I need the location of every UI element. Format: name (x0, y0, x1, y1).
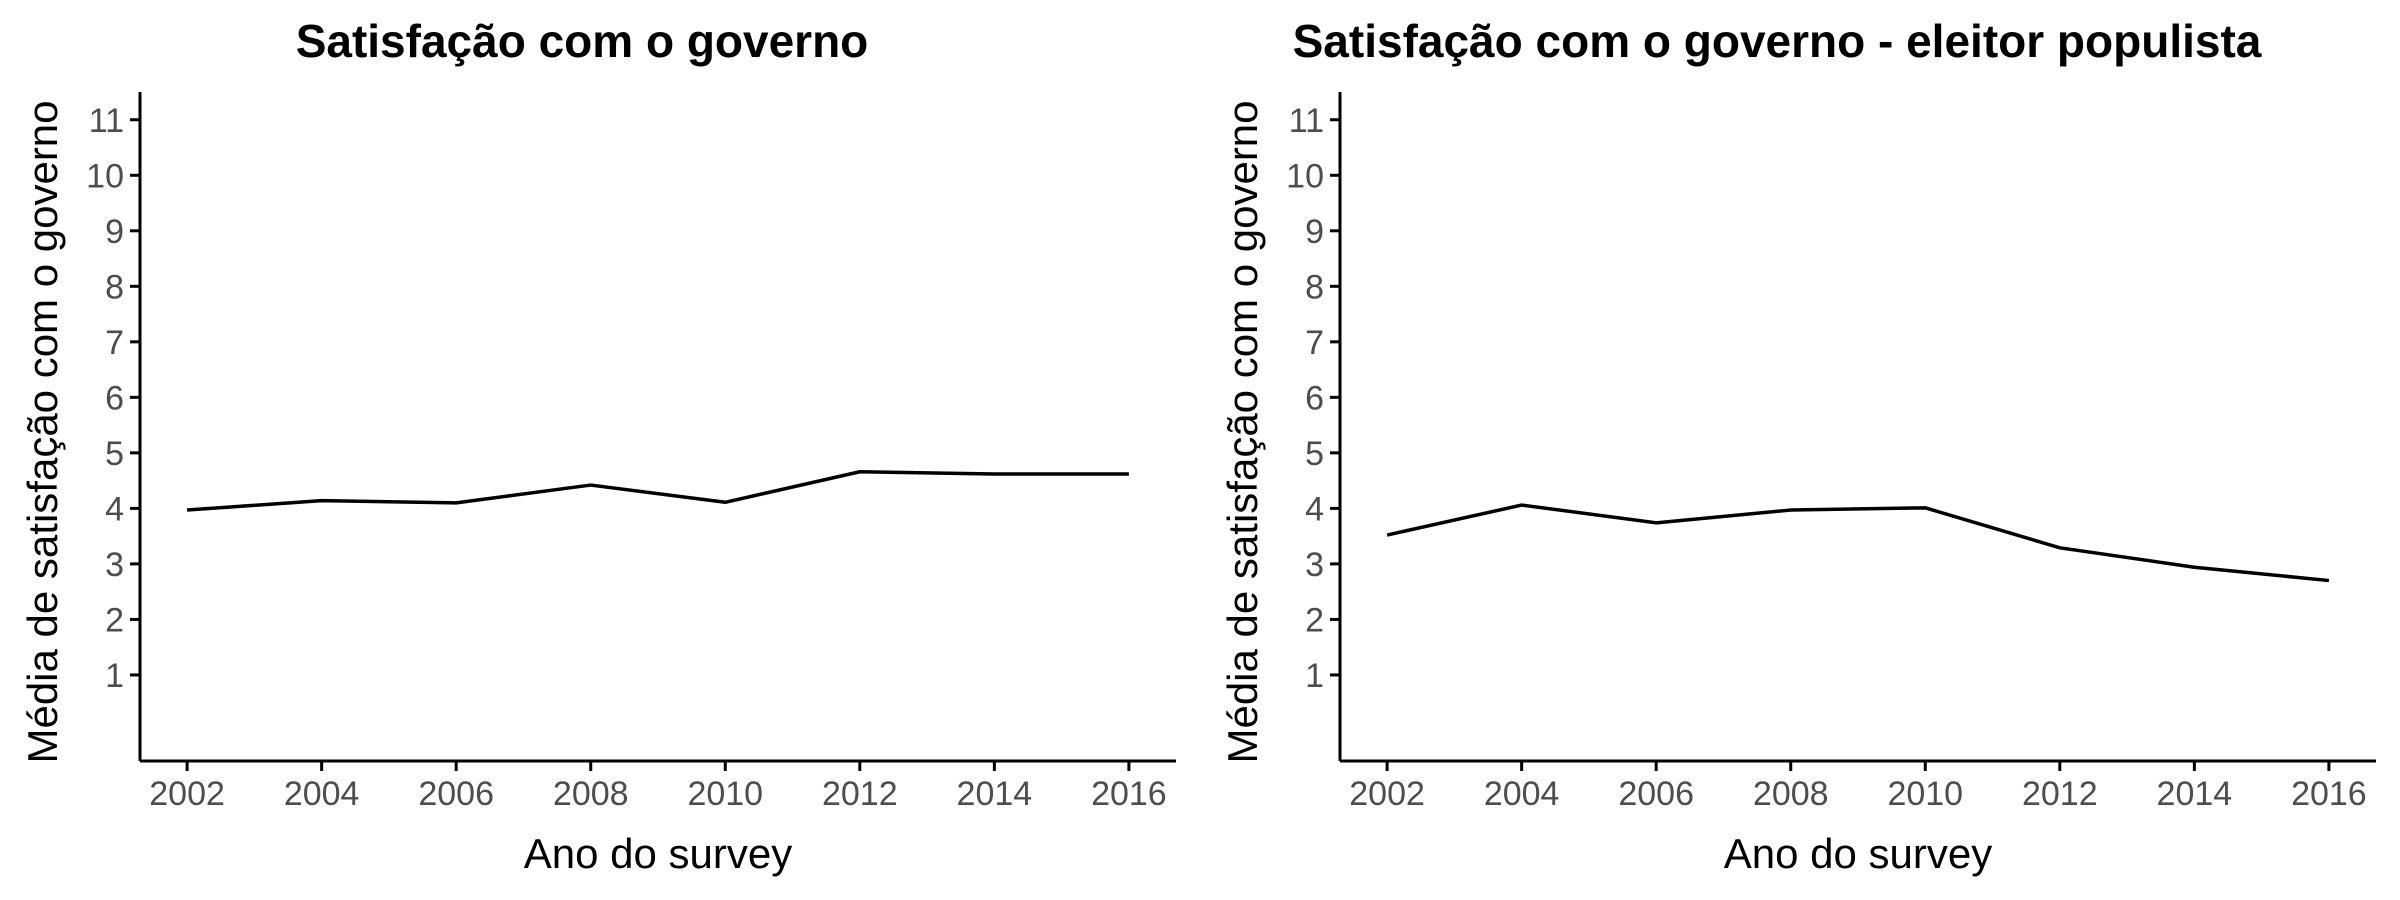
chart-panel-eleitor-populista: Satisfação com o governo - eleitor popul… (1219, 15, 2376, 877)
x-tick-label: 2008 (1753, 775, 1829, 813)
y-tick-label: 9 (105, 213, 124, 251)
x-tick-label: 2012 (2022, 775, 2098, 813)
y-tick-label: 7 (105, 324, 124, 362)
x-tick-label: 2014 (2157, 775, 2233, 813)
y-tick-label: 3 (105, 546, 124, 584)
y-tick-label: 4 (105, 490, 124, 528)
y-tick-label: 11 (89, 102, 124, 140)
series-group (1386, 503, 2330, 583)
y-tick-label: 9 (1305, 213, 1324, 251)
x-axis-title: Ano do survey (524, 830, 793, 877)
chart-panel-satisfacao: Satisfação com o governo Ano do survey M… (19, 15, 1176, 877)
x-tick-label: 2010 (1887, 775, 1963, 813)
series-line (1386, 503, 2330, 583)
y-tick-label: 6 (105, 379, 124, 417)
x-tick-label: 2004 (284, 775, 360, 813)
x-tick-label: 2012 (822, 775, 898, 813)
x-axis-ticks: 2002 2004 2006 2008 2010 2012 2014 2016 (149, 761, 1167, 813)
series-line (186, 469, 1129, 512)
x-tick-label: 2002 (1349, 775, 1425, 813)
y-tick-label: 5 (105, 435, 124, 473)
y-axis-ticks: 1 2 3 4 5 6 7 8 9 10 11 (1286, 102, 1340, 695)
y-tick-label: 1 (105, 657, 124, 695)
y-tick-label: 2 (1305, 601, 1324, 639)
x-tick-label: 2008 (553, 775, 629, 813)
y-tick-label: 7 (1305, 324, 1324, 362)
y-tick-label: 2 (105, 601, 124, 639)
y-tick-label: 10 (1286, 157, 1324, 195)
y-tick-label: 4 (1305, 490, 1324, 528)
series-group (186, 469, 1129, 512)
y-axis-ticks: 1 2 3 4 5 6 7 8 9 10 11 (86, 102, 140, 695)
y-tick-label: 8 (105, 268, 124, 306)
y-tick-label: 6 (1305, 379, 1324, 417)
x-axis-title: Ano do survey (1724, 830, 1993, 877)
x-tick-label: 2016 (1091, 775, 1167, 813)
y-tick-label: 1 (1305, 657, 1324, 695)
y-tick-label: 8 (1305, 268, 1324, 306)
y-axis-title: Média de satisfação com o governo (1219, 100, 1266, 763)
y-axis-title: Média de satisfação com o governo (19, 100, 66, 763)
chart-title: Satisfação com o governo - eleitor popul… (1293, 15, 2262, 67)
x-tick-label: 2014 (957, 775, 1033, 813)
y-tick-label: 5 (1305, 435, 1324, 473)
x-tick-label: 2002 (149, 775, 225, 813)
x-tick-label: 2004 (1484, 775, 1560, 813)
x-tick-label: 2006 (1618, 775, 1694, 813)
y-tick-label: 11 (1289, 102, 1324, 140)
x-tick-label: 2016 (2291, 775, 2367, 813)
x-tick-label: 2006 (418, 775, 494, 813)
chart-title: Satisfação com o governo (296, 15, 869, 67)
x-tick-label: 2010 (687, 775, 763, 813)
x-axis-ticks: 2002 2004 2006 2008 2010 2012 2014 2016 (1349, 761, 2367, 813)
y-tick-label: 10 (86, 157, 124, 195)
y-tick-label: 3 (1305, 546, 1324, 584)
